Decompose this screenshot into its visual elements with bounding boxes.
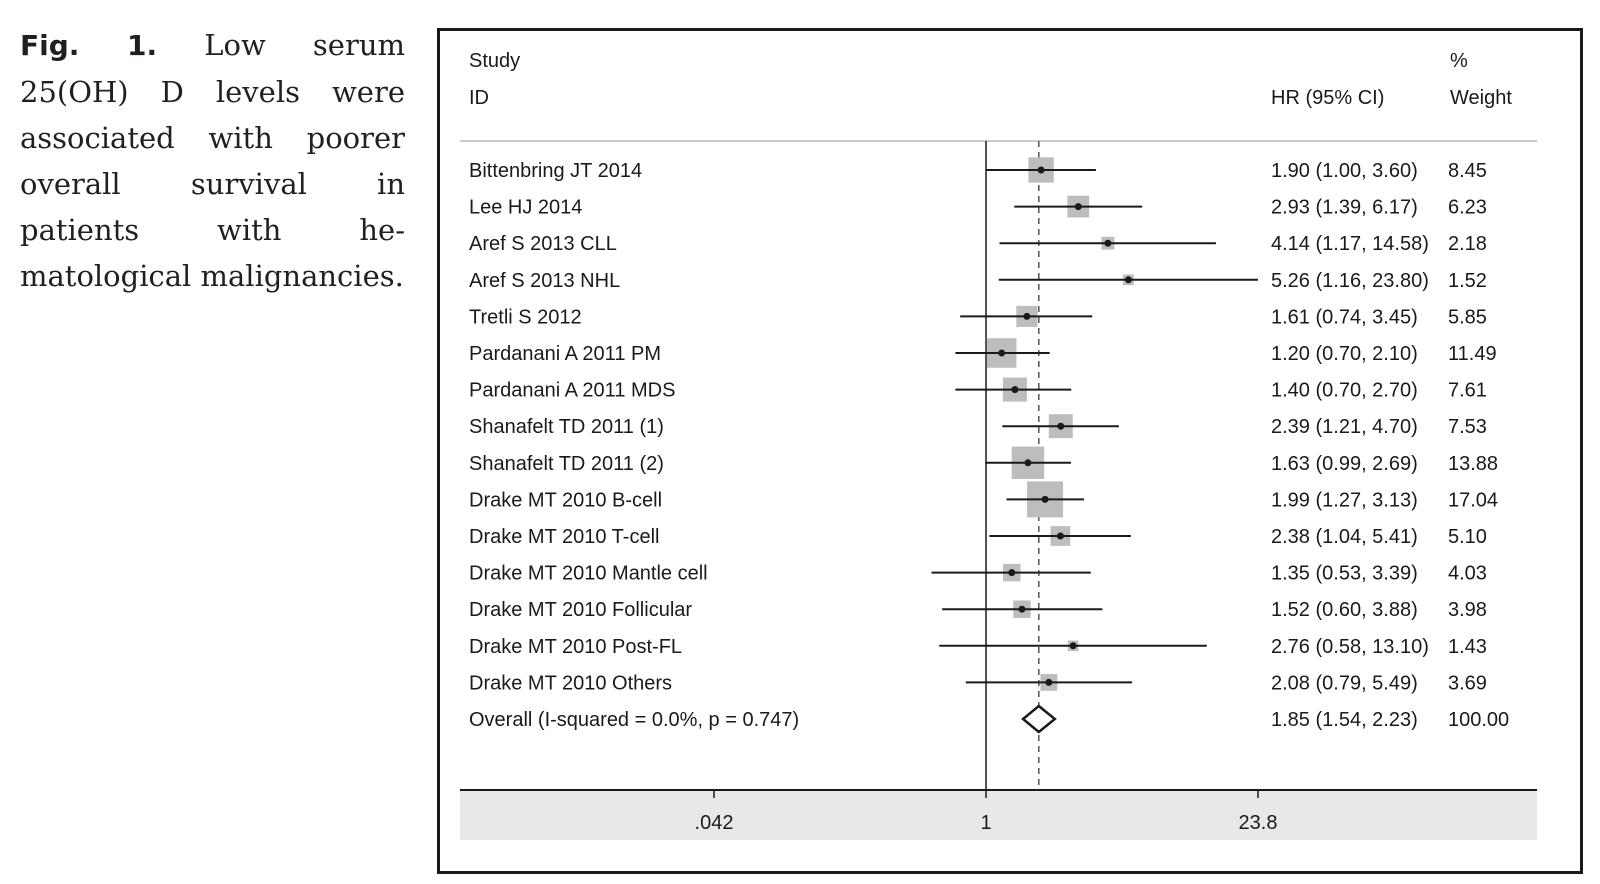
study-hr-ci: 2.93 (1.39, 6.17) bbox=[1271, 197, 1418, 219]
study-weight: 3.69 bbox=[1448, 672, 1487, 694]
point-estimate bbox=[1011, 386, 1019, 394]
study-weight: 6.23 bbox=[1448, 197, 1487, 219]
study-label: Drake MT 2010 Mantle cell bbox=[469, 563, 708, 585]
study-label: Bittenbring JT 2014 bbox=[469, 160, 642, 182]
study-hr-ci: 1.40 (0.70, 2.70) bbox=[1271, 380, 1418, 402]
study-hr-ci: 1.99 (1.27, 3.13) bbox=[1271, 489, 1418, 511]
study-label: Shanafelt TD 2011 (2) bbox=[469, 453, 664, 475]
study-label: Drake MT 2010 T-cell bbox=[469, 526, 659, 548]
header-id: ID bbox=[469, 87, 489, 109]
x-tick-label: 23.8 bbox=[1239, 812, 1278, 834]
point-estimate bbox=[1104, 239, 1112, 247]
study-label: Aref S 2013 CLL bbox=[469, 233, 617, 255]
study-hr-ci: 1.52 (0.60, 3.88) bbox=[1271, 599, 1418, 621]
point-estimate bbox=[1023, 312, 1031, 320]
caption-text: Low serum 25(OH) D levels were associate… bbox=[20, 28, 406, 293]
study-weight: 8.45 bbox=[1448, 160, 1487, 182]
point-estimate bbox=[1008, 569, 1016, 577]
overall-diamond bbox=[1021, 704, 1057, 734]
study-label: Aref S 2013 NHL bbox=[469, 270, 620, 292]
study-weight: 1.43 bbox=[1448, 636, 1487, 658]
header-hr: HR (95% CI) bbox=[1271, 87, 1384, 109]
study-hr-ci: 1.61 (0.74, 3.45) bbox=[1271, 306, 1418, 328]
x-tick-label: .042 bbox=[695, 812, 734, 834]
point-estimate bbox=[1057, 422, 1065, 430]
point-estimate bbox=[1069, 642, 1077, 650]
study-label: Drake MT 2010 Others bbox=[469, 672, 672, 694]
study-hr-ci: 1.35 (0.53, 3.39) bbox=[1271, 563, 1418, 585]
point-estimate bbox=[1041, 495, 1049, 503]
study-weight: 2.18 bbox=[1448, 233, 1487, 255]
study-hr-ci: 1.63 (0.99, 2.69) bbox=[1271, 453, 1418, 475]
study-hr-ci: 5.26 (1.16, 23.80) bbox=[1271, 270, 1429, 292]
point-estimate bbox=[1045, 678, 1053, 686]
study-label: Drake MT 2010 B-cell bbox=[469, 489, 662, 511]
study-label: Drake MT 2010 Post-FL bbox=[469, 636, 682, 658]
study-weight: 7.61 bbox=[1448, 380, 1487, 402]
study-label: Tretli S 2012 bbox=[469, 306, 582, 328]
study-label: Pardanani A 2011 MDS bbox=[469, 380, 675, 402]
study-hr-ci: 2.38 (1.04, 5.41) bbox=[1271, 526, 1418, 548]
study-weight: 3.98 bbox=[1448, 599, 1487, 621]
study-label: Lee HJ 2014 bbox=[469, 197, 582, 219]
study-weight: 17.04 bbox=[1448, 489, 1498, 511]
point-estimate bbox=[1037, 166, 1045, 174]
figure-caption: Fig. 1. Low serum 25(OH) D levels were a… bbox=[20, 22, 405, 299]
study-label: Drake MT 2010 Follicular bbox=[469, 599, 692, 621]
study-weight: 5.85 bbox=[1448, 306, 1487, 328]
study-weight: 11.49 bbox=[1448, 343, 1497, 365]
overall-weight: 100.00 bbox=[1448, 709, 1509, 731]
study-hr-ci: 2.76 (0.58, 13.10) bbox=[1271, 636, 1429, 658]
header-study: Study bbox=[469, 50, 520, 72]
study-hr-ci: 1.90 (1.00, 3.60) bbox=[1271, 160, 1418, 182]
study-weight: 7.53 bbox=[1448, 416, 1487, 438]
figure-label: Fig. 1. bbox=[20, 29, 158, 62]
study-hr-ci: 2.08 (0.79, 5.49) bbox=[1271, 672, 1418, 694]
header-weight-percent: % bbox=[1450, 50, 1468, 72]
study-label: Pardanani A 2011 PM bbox=[469, 343, 661, 365]
study-hr-ci: 4.14 (1.17, 14.58) bbox=[1271, 233, 1429, 255]
x-axis-band bbox=[460, 790, 1537, 840]
point-estimate bbox=[998, 349, 1006, 357]
study-hr-ci: 1.20 (0.70, 2.10) bbox=[1271, 343, 1418, 365]
study-weight: 4.03 bbox=[1448, 563, 1487, 585]
forest-plot: Study ID HR (95% CI) % Weight Bittenbrin… bbox=[460, 50, 1537, 840]
header-weight: Weight bbox=[1450, 87, 1512, 109]
x-tick-label: 1 bbox=[980, 812, 991, 834]
point-estimate bbox=[1018, 605, 1026, 613]
overall-label: Overall (I-squared = 0.0%, p = 0.747) bbox=[469, 709, 799, 731]
study-weight: 5.10 bbox=[1448, 526, 1487, 548]
point-estimate bbox=[1124, 276, 1132, 284]
point-estimate bbox=[1074, 203, 1082, 211]
study-weight: 1.52 bbox=[1448, 270, 1487, 292]
study-weight: 13.88 bbox=[1448, 453, 1498, 475]
overall-hr-ci: 1.85 (1.54, 2.23) bbox=[1271, 709, 1418, 731]
point-estimate bbox=[1056, 532, 1064, 540]
point-estimate bbox=[1024, 459, 1032, 467]
study-label: Shanafelt TD 2011 (1) bbox=[469, 416, 664, 438]
study-hr-ci: 2.39 (1.21, 4.70) bbox=[1271, 416, 1418, 438]
